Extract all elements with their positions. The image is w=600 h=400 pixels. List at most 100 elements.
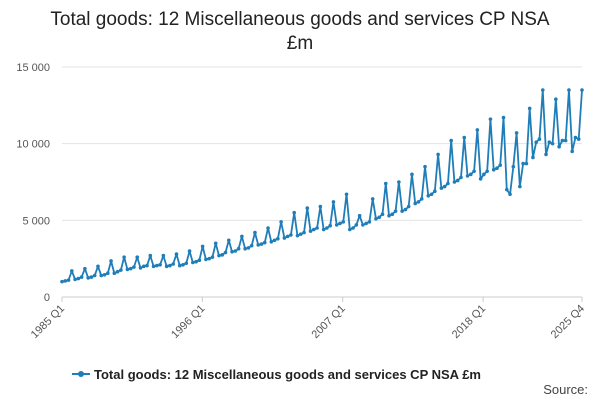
data-point[interactable]: [276, 236, 280, 241]
data-point[interactable]: [86, 276, 90, 280]
data-point[interactable]: [83, 266, 87, 271]
data-point[interactable]: [495, 166, 499, 170]
data-point[interactable]: [521, 161, 525, 166]
data-point[interactable]: [325, 226, 329, 230]
data-point[interactable]: [181, 263, 185, 267]
data-point[interactable]: [63, 279, 68, 283]
data-point[interactable]: [383, 181, 388, 186]
data-point[interactable]: [272, 238, 277, 243]
data-point[interactable]: [125, 267, 130, 272]
data-point[interactable]: [452, 180, 457, 184]
data-point[interactable]: [482, 172, 486, 177]
data-point[interactable]: [462, 135, 467, 140]
data-point[interactable]: [128, 266, 133, 271]
data-point[interactable]: [105, 271, 110, 276]
data-point[interactable]: [302, 230, 306, 235]
data-point[interactable]: [331, 200, 336, 204]
data-point[interactable]: [498, 163, 503, 167]
data-point[interactable]: [187, 249, 192, 253]
data-point[interactable]: [92, 273, 97, 278]
data-point[interactable]: [547, 140, 552, 144]
data-point[interactable]: [504, 187, 509, 192]
data-point[interactable]: [370, 197, 375, 201]
data-point[interactable]: [511, 164, 516, 169]
data-point[interactable]: [171, 262, 175, 266]
data-point[interactable]: [410, 172, 414, 177]
data-point[interactable]: [475, 128, 480, 132]
data-point[interactable]: [377, 215, 382, 220]
data-point[interactable]: [351, 226, 355, 230]
data-point[interactable]: [416, 200, 421, 204]
data-point[interactable]: [96, 264, 100, 269]
data-point[interactable]: [155, 263, 159, 268]
data-point[interactable]: [514, 131, 519, 135]
data-point[interactable]: [442, 184, 447, 189]
data-point[interactable]: [213, 241, 218, 246]
data-point[interactable]: [341, 220, 346, 224]
data-point[interactable]: [223, 250, 228, 255]
data-point[interactable]: [177, 263, 182, 268]
data-point[interactable]: [197, 258, 202, 263]
data-point[interactable]: [423, 164, 427, 169]
data-point[interactable]: [249, 243, 254, 248]
data-point[interactable]: [501, 115, 506, 120]
data-point[interactable]: [334, 223, 339, 227]
data-point[interactable]: [60, 279, 64, 284]
data-point[interactable]: [403, 207, 408, 212]
data-point[interactable]: [518, 184, 522, 189]
data-point[interactable]: [289, 233, 293, 237]
data-point[interactable]: [256, 243, 261, 247]
data-point[interactable]: [204, 257, 208, 262]
data-point[interactable]: [119, 268, 123, 272]
data-point[interactable]: [455, 178, 460, 183]
data-point[interactable]: [168, 263, 172, 268]
data-point[interactable]: [259, 242, 264, 246]
data-point[interactable]: [226, 238, 231, 243]
data-point[interactable]: [397, 180, 401, 184]
data-point[interactable]: [262, 240, 267, 245]
data-point[interactable]: [112, 271, 117, 276]
data-point[interactable]: [576, 137, 581, 141]
data-point[interactable]: [367, 220, 372, 224]
data-point[interactable]: [540, 88, 545, 92]
data-point[interactable]: [527, 106, 532, 111]
data-point[interactable]: [436, 152, 440, 157]
data-point[interactable]: [266, 226, 270, 230]
data-point[interactable]: [132, 265, 136, 269]
data-point[interactable]: [380, 212, 385, 216]
data-point[interactable]: [580, 88, 584, 92]
data-point[interactable]: [344, 192, 349, 197]
data-point[interactable]: [354, 223, 359, 227]
data-point[interactable]: [446, 181, 450, 186]
data-point[interactable]: [161, 253, 166, 258]
data-point[interactable]: [230, 249, 234, 254]
data-point[interactable]: [89, 275, 94, 279]
data-point[interactable]: [328, 223, 332, 228]
data-point[interactable]: [70, 269, 74, 273]
data-point[interactable]: [79, 275, 84, 279]
data-point[interactable]: [285, 234, 290, 239]
data-point[interactable]: [491, 167, 496, 172]
data-point[interactable]: [554, 97, 558, 101]
data-point[interactable]: [109, 259, 113, 263]
data-point[interactable]: [348, 227, 352, 232]
data-point[interactable]: [145, 263, 149, 268]
data-point[interactable]: [406, 204, 411, 209]
data-point[interactable]: [305, 206, 310, 210]
data-point[interactable]: [357, 213, 362, 218]
data-point[interactable]: [99, 273, 104, 278]
data-point[interactable]: [400, 209, 404, 213]
data-point[interactable]: [308, 229, 313, 233]
data-point[interactable]: [544, 152, 548, 157]
data-point[interactable]: [295, 233, 300, 238]
data-point[interactable]: [210, 255, 215, 259]
data-point[interactable]: [315, 226, 319, 230]
data-point[interactable]: [374, 217, 378, 221]
data-point[interactable]: [387, 213, 391, 218]
data-point[interactable]: [488, 117, 493, 121]
data-point[interactable]: [135, 255, 140, 259]
data-point[interactable]: [200, 244, 205, 249]
data-point[interactable]: [184, 261, 189, 266]
data-point[interactable]: [243, 246, 247, 251]
data-point[interactable]: [246, 246, 251, 250]
